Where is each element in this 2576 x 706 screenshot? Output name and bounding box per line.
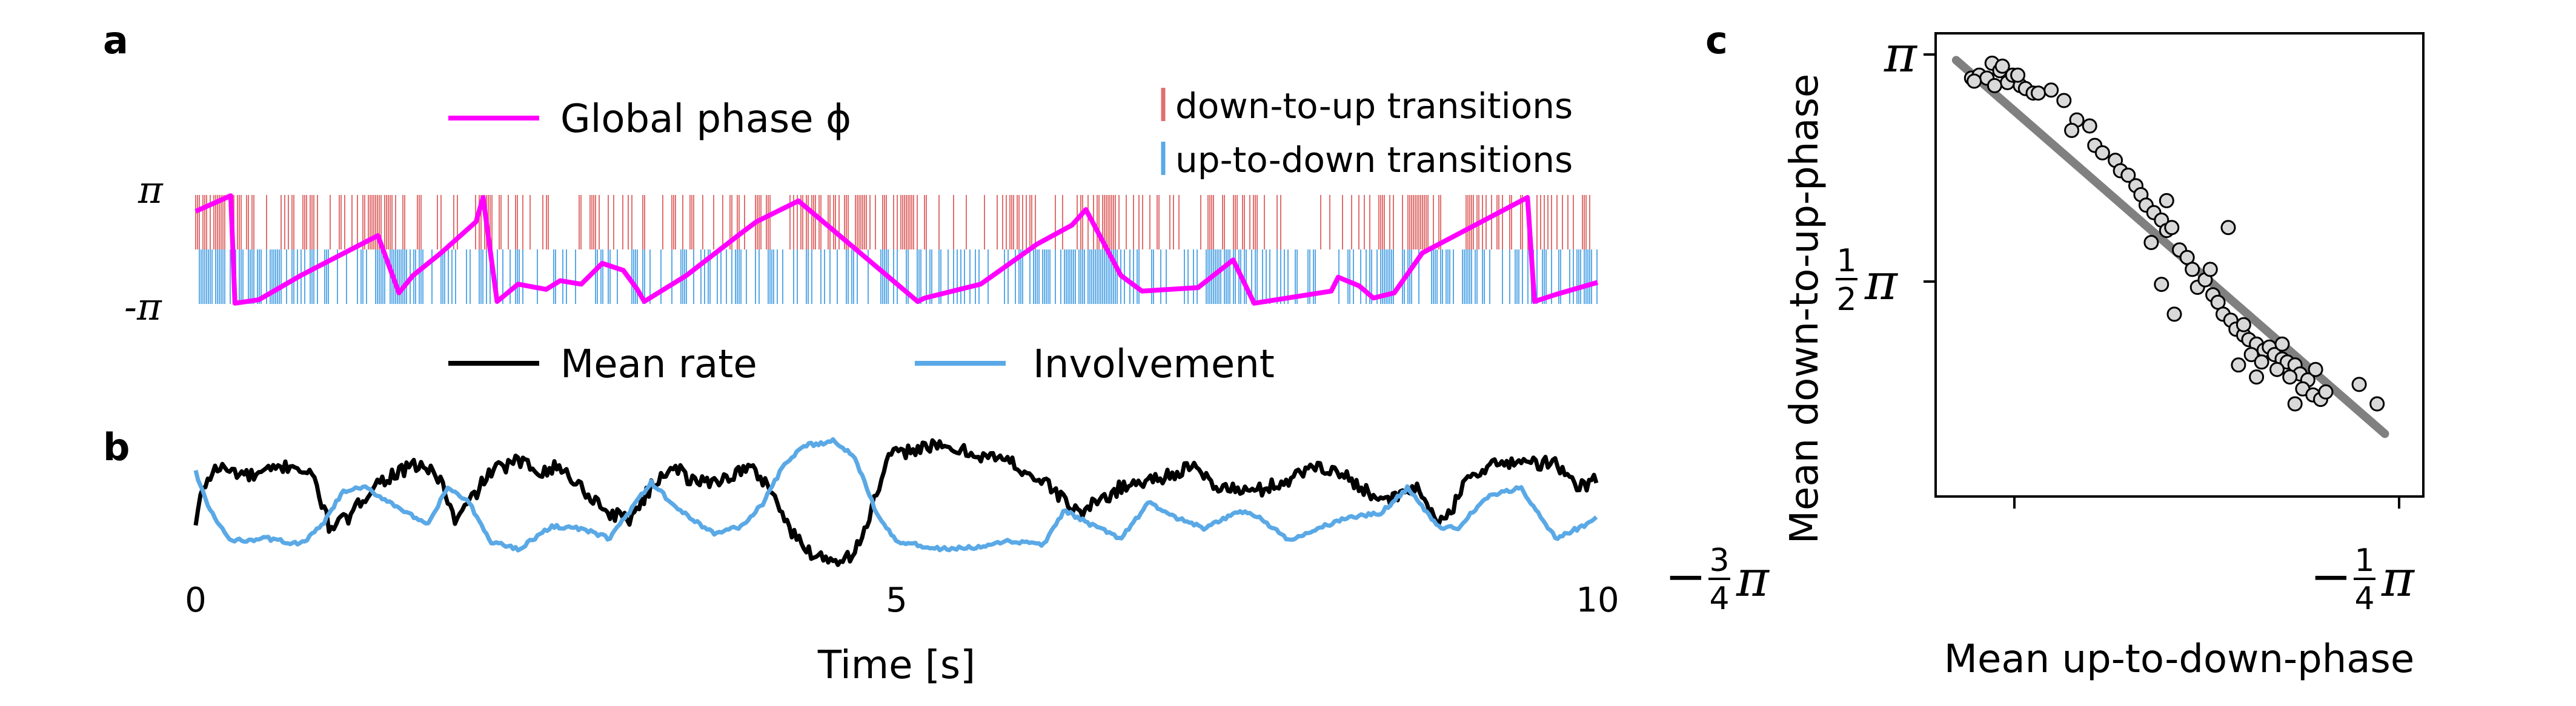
y-axis-label-c: Mean down-to-up-phase [1782,74,1827,544]
panel-letter-c: c [1705,18,1728,62]
svg-text:1: 1 [1836,243,1856,279]
scatter-plot-frame [1934,32,2425,498]
scatter-point [2010,67,2026,83]
xtick-label-0: 0 [185,581,207,620]
scatter-point [2143,235,2159,250]
scatter-point [2220,220,2236,236]
svg-text:1: 1 [2354,543,2374,579]
mean-rate-series-line [193,438,1599,567]
legend-phase-label: Global phase ϕ [560,97,851,142]
scatter-point [2254,354,2269,370]
scatter-point [2318,384,2334,400]
scatter-point [2031,85,2046,101]
scatter-point [2243,347,2259,363]
svg-text:π: π [1736,550,1770,608]
ytick-label-half-pi: 1 2 π [1836,243,1899,318]
legend-b: Mean rate Involvement [448,342,1275,387]
xtick-label-5: 5 [886,581,908,620]
svg-text:4: 4 [2354,581,2374,617]
scatter-point [2202,262,2218,277]
legend-involvement-label: Involvement [1033,342,1275,387]
scatter-point [2185,262,2200,277]
legend-a: Global phase ϕ down-to-up transitions up… [448,85,1573,180]
scatter-point [2094,145,2110,160]
scatter-point [1967,73,1982,89]
ytick-label-pi: π [1884,26,1918,84]
scatter-point [2082,118,2097,134]
panel-letter-b: b [103,425,130,469]
svg-text:2: 2 [1836,282,1856,318]
svg-text:3: 3 [1709,543,1729,579]
ytick-label-pi: π [138,168,164,212]
scatter-point [2269,361,2285,377]
scatter-point [2351,377,2367,392]
scatter-point [1987,78,2002,93]
scatter-point [2056,93,2072,108]
panel-b: Mean rate Involvement 0 5 10 Time [s] [185,342,1619,688]
panel-c: π 1 2 π − 3 4 π − 1 4 π Mean up-to-down-… [1665,26,2425,682]
ytick-label-minus-pi: -π [124,285,162,329]
svg-text:π: π [2381,550,2415,608]
svg-text:−: − [2310,548,2352,605]
scatter-point [2308,361,2323,377]
x-axis-label-time: Time [s] [817,643,975,688]
phase-series-line [194,193,1599,306]
scatter-points [1964,55,2385,412]
legend-mean-rate-label: Mean rate [560,342,757,387]
fit-line [1951,56,2389,438]
svg-text:4: 4 [1709,581,1729,617]
panel-letter-a: a [103,18,128,62]
involvement-series-line [193,437,1598,553]
scatter-point [2159,193,2174,208]
scatter-point [2154,277,2169,292]
xtick-label-minus-quarter-pi: − 1 4 π [2310,543,2415,617]
scatter-point [2287,396,2303,412]
scatter-point [2120,167,2136,183]
legend-down-to-up-label: down-to-up transitions [1175,85,1573,127]
scatter-point [2043,82,2059,98]
scatter-point [2274,336,2290,352]
svg-text:π: π [1864,254,1899,311]
scatter-point [2164,220,2180,236]
scatter-point [2166,306,2182,322]
scatter-point [1994,58,2010,74]
xtick-label-minus-three-quarter-pi: − 3 4 π [1665,543,1770,617]
panel-a: Global phase ϕ down-to-up transitions up… [124,85,1599,329]
scatter-point [2282,369,2298,385]
svg-text:−: − [1665,548,1707,605]
legend-up-to-down-label: up-to-down transitions [1175,139,1573,180]
scatter-point [2064,122,2080,138]
scatter-point [2249,369,2265,385]
xtick-label-10: 10 [1576,581,1619,620]
scatter-point [2231,357,2246,373]
down-to-up-transitions [195,195,1590,249]
x-axis-label-c: Mean up-to-down-phase [1944,637,2414,682]
scatter-point [2236,317,2251,332]
scatter-point [2369,396,2385,412]
